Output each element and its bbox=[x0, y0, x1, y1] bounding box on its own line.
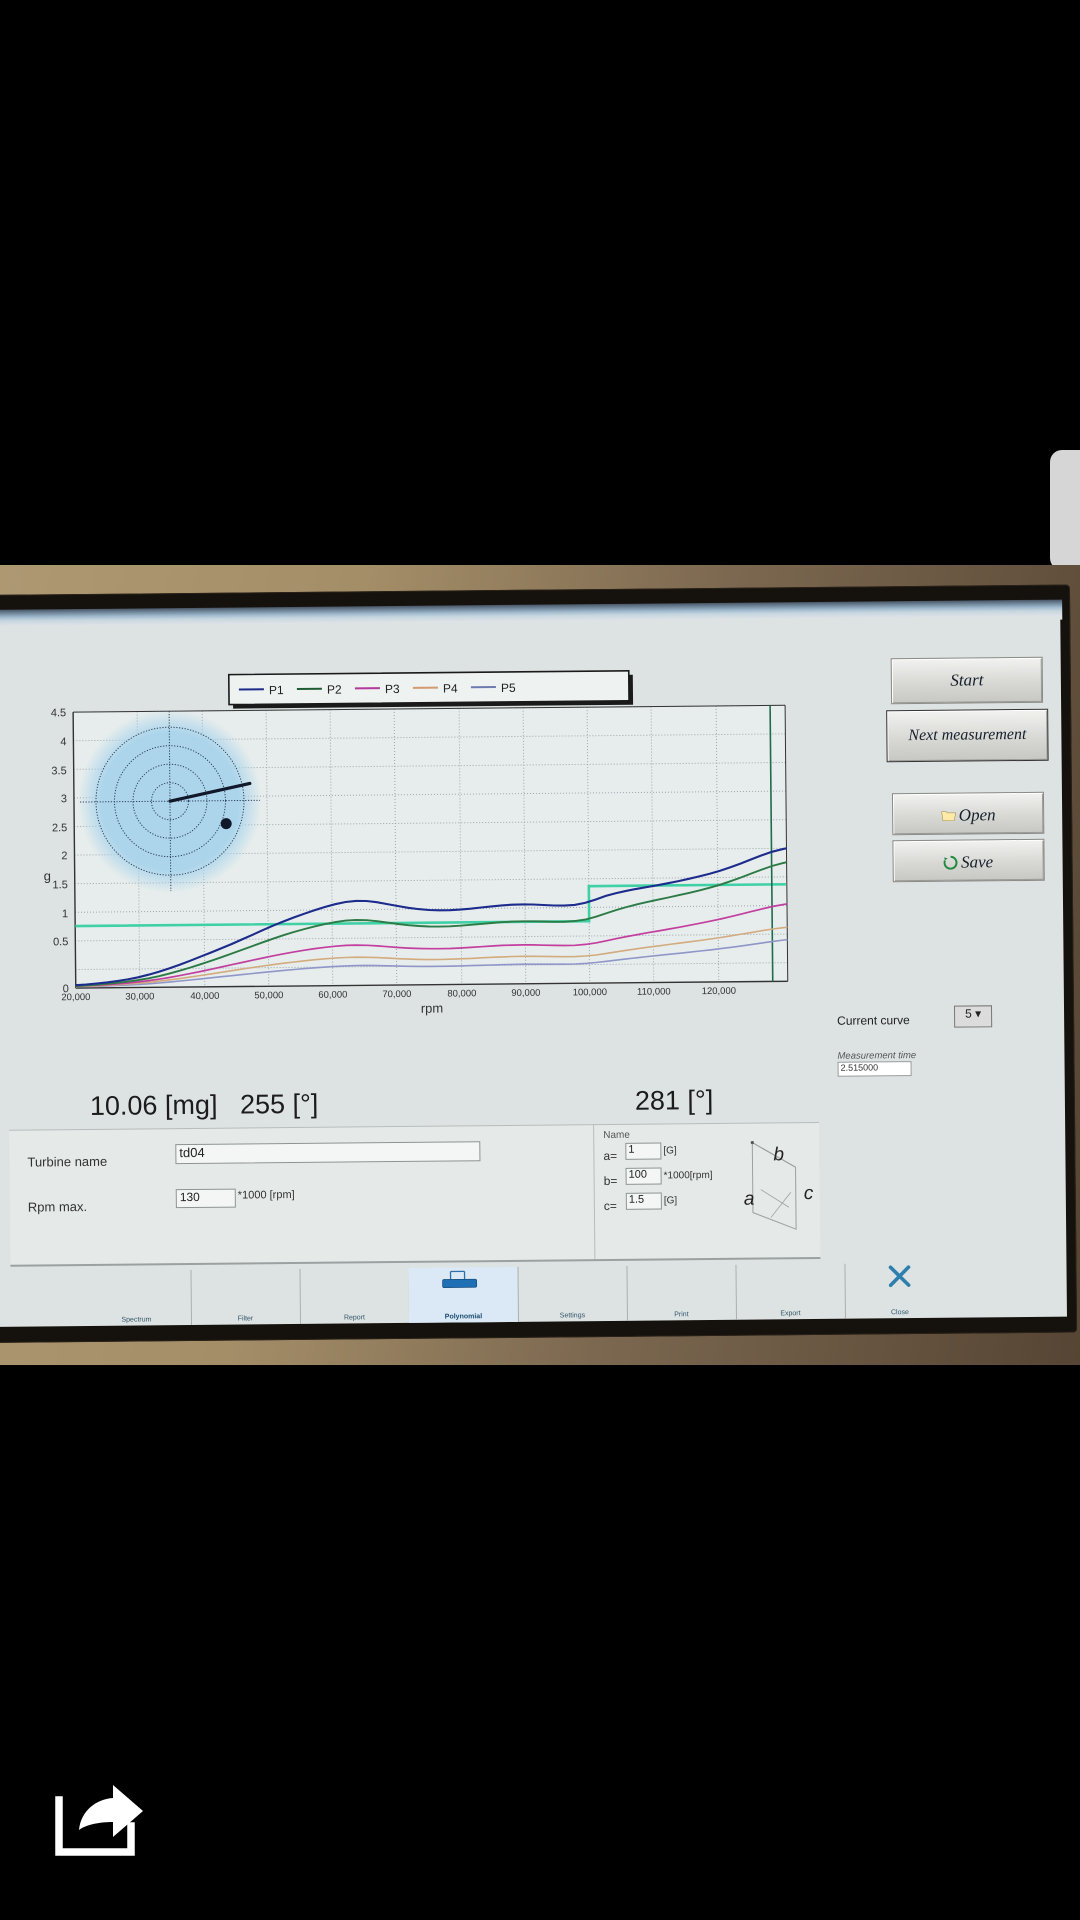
svg-text:20,000: 20,000 bbox=[61, 992, 90, 1003]
svg-text:3: 3 bbox=[61, 793, 67, 805]
svg-text:2: 2 bbox=[61, 850, 67, 862]
svg-text:4.5: 4.5 bbox=[51, 707, 66, 719]
svg-text:70,000: 70,000 bbox=[382, 989, 411, 1000]
svg-text:60,000: 60,000 bbox=[318, 989, 347, 1000]
svg-text:80,000: 80,000 bbox=[447, 988, 476, 999]
svg-text:rpm: rpm bbox=[421, 1001, 444, 1016]
svg-text:a: a bbox=[744, 1189, 755, 1210]
svg-text:0.5: 0.5 bbox=[53, 936, 68, 948]
svg-text:30,000: 30,000 bbox=[125, 991, 154, 1002]
svg-text:P2: P2 bbox=[327, 683, 342, 697]
svg-text:120,000: 120,000 bbox=[702, 986, 736, 997]
svg-text:P3: P3 bbox=[385, 682, 400, 696]
svg-text:b: b bbox=[773, 1144, 784, 1165]
svg-text:110,000: 110,000 bbox=[637, 986, 671, 997]
svg-text:100,000: 100,000 bbox=[573, 987, 607, 998]
svg-text:P5: P5 bbox=[501, 681, 516, 695]
svg-text:P1: P1 bbox=[269, 683, 284, 697]
svg-text:g: g bbox=[44, 868, 51, 883]
svg-text:4: 4 bbox=[60, 736, 66, 748]
svg-text:c: c bbox=[804, 1183, 814, 1204]
svg-text:1: 1 bbox=[62, 908, 68, 920]
svg-text:3.5: 3.5 bbox=[51, 765, 66, 777]
svg-text:1.5: 1.5 bbox=[52, 879, 67, 891]
svg-text:40,000: 40,000 bbox=[190, 991, 219, 1002]
svg-text:90,000: 90,000 bbox=[511, 988, 540, 999]
svg-text:P4: P4 bbox=[443, 681, 458, 695]
svg-text:2.5: 2.5 bbox=[52, 822, 67, 834]
svg-text:50,000: 50,000 bbox=[254, 990, 283, 1001]
